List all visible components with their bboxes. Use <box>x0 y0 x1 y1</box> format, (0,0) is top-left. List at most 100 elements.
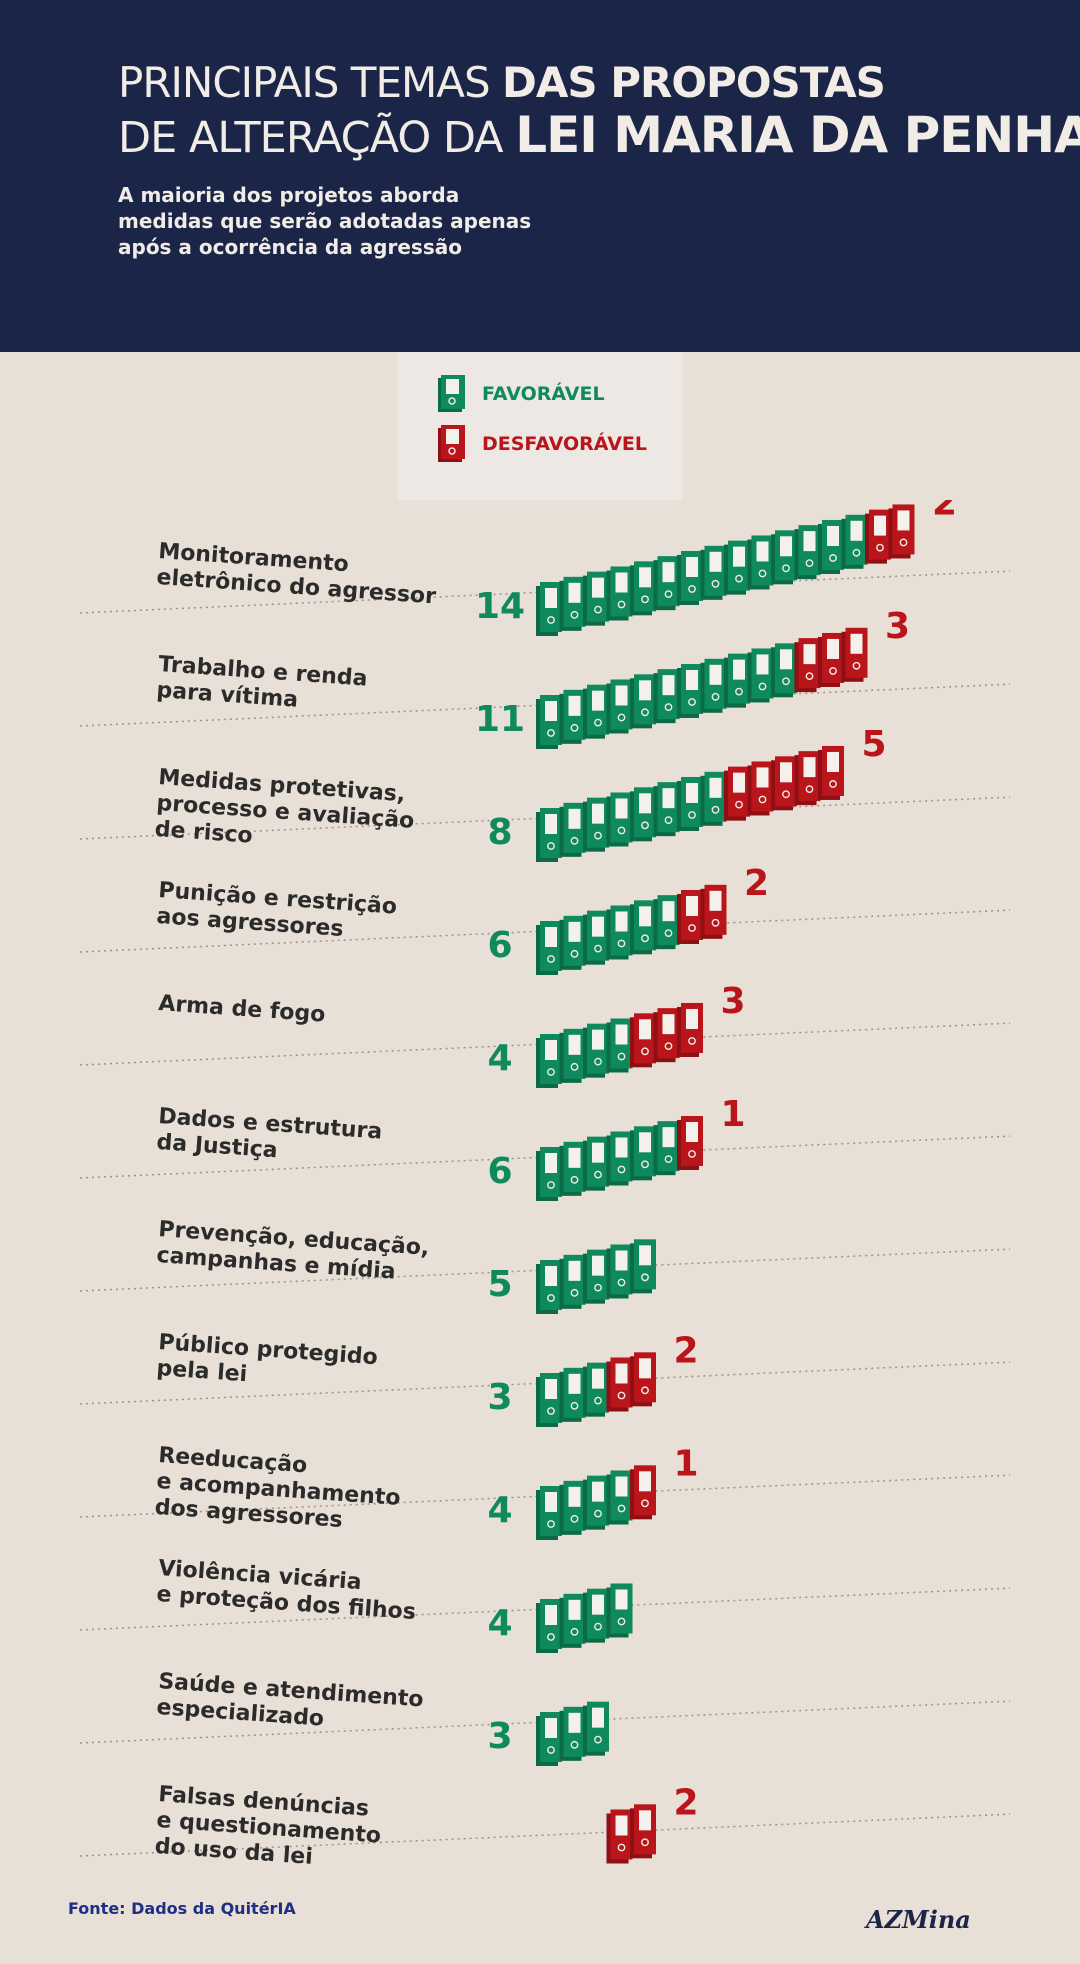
title-line2-bold: LEI MARIA DA PENHA <box>515 106 1080 164</box>
unfavorable-folder <box>630 1465 656 1520</box>
favorable-folder <box>536 582 562 636</box>
azmina-logo: AZMina <box>866 1905 971 1934</box>
unfavorable-count: 2 <box>744 863 769 904</box>
favorable-count: 11 <box>475 699 525 740</box>
favorable-folder <box>559 1254 586 1309</box>
favorable-count: 5 <box>487 1264 512 1305</box>
unfavorable-folder <box>606 1809 633 1864</box>
unfavorable-folder <box>677 1002 703 1057</box>
unfavorable-count: 1 <box>673 1443 698 1484</box>
favorable-folder <box>536 1712 562 1766</box>
favorable-folder <box>606 1244 633 1299</box>
favorable-folder <box>583 910 609 965</box>
category-label-line: Arma de fogo <box>158 991 327 1028</box>
unfavorable-folder <box>841 627 868 682</box>
unfavorable-folder <box>630 1804 656 1859</box>
favorable-folder <box>559 1028 586 1083</box>
favorable-folder <box>606 792 633 847</box>
favorable-count: 3 <box>487 1377 512 1418</box>
unfavorable-count: 2 <box>673 1330 698 1371</box>
row-separator <box>79 1587 1011 1631</box>
header-banner: PRINCIPAIS TEMAS DAS PROPOSTAS DE ALTERA… <box>0 0 1080 352</box>
row-separator <box>79 1135 1011 1179</box>
favorable-folder <box>630 561 656 616</box>
unfavorable-folder <box>865 509 891 564</box>
favorable-folder <box>653 895 680 950</box>
favorable-count: 4 <box>487 1490 512 1531</box>
favorable-folder <box>536 1599 562 1653</box>
favorable-folder <box>559 802 586 857</box>
favorable-folder <box>747 648 774 703</box>
favorable-folder <box>583 1136 609 1191</box>
favorable-folder <box>630 1239 656 1294</box>
row-separator <box>79 1700 1011 1744</box>
favorable-folder <box>630 900 656 955</box>
favorable-folder <box>583 1362 609 1417</box>
unfavorable-folder <box>818 745 844 800</box>
favorable-folder <box>677 663 703 718</box>
favorable-folder <box>630 674 656 729</box>
favorable-count: 4 <box>487 1038 512 1079</box>
unfavorable-count: 2 <box>932 500 957 523</box>
favorable-folder <box>536 1373 562 1427</box>
subtitle: A maioria dos projetos aborda medidas qu… <box>118 183 532 259</box>
unfavorable-folder <box>677 889 703 944</box>
legend-item-unfavorable: DESFAVORÁVEL <box>436 424 647 464</box>
green-folder-icon <box>438 375 465 412</box>
favorable-folder <box>724 653 750 708</box>
favorable-folder <box>536 1486 562 1540</box>
favorable-folder <box>536 1147 562 1201</box>
unfavorable-folder <box>771 756 797 811</box>
category-row: Prevenção, educação,campanhas e mídia 5 <box>79 1217 1011 1314</box>
title-line2-light: DE ALTERAÇÃO DA <box>118 113 516 163</box>
favorable-folder <box>653 669 680 724</box>
favorable-folder <box>606 1131 633 1186</box>
favorable-folder <box>559 1706 586 1761</box>
favorable-folder <box>536 808 562 862</box>
category-label-line: pela lei <box>156 1356 248 1387</box>
row-separator <box>79 1361 1011 1405</box>
favorable-folder <box>559 915 586 970</box>
favorable-folder <box>559 1141 586 1196</box>
favorable-folder <box>559 1480 586 1535</box>
favorable-count: 6 <box>487 1151 512 1192</box>
row-separator <box>79 1248 1011 1292</box>
row-separator <box>79 570 1011 614</box>
unfavorable-count: 1 <box>720 1094 745 1135</box>
unfavorable-folder <box>630 1013 656 1068</box>
favorable-folder <box>747 535 774 590</box>
favorable-folder <box>677 550 703 605</box>
favorable-folder <box>606 679 633 734</box>
row-separator <box>79 796 1011 840</box>
favorable-folder <box>771 643 797 698</box>
favorable-folder <box>677 776 703 831</box>
favorable-folder <box>606 566 633 621</box>
favorable-folder <box>630 1126 656 1181</box>
favorable-folder <box>536 695 562 749</box>
unfavorable-folder <box>794 751 821 806</box>
favorable-count: 6 <box>487 925 512 966</box>
legend: FAVORÁVEL DESFAVORÁVEL <box>398 352 683 500</box>
favorable-folder <box>559 689 586 744</box>
unfavorable-folder <box>606 1357 633 1412</box>
favorable-folder <box>818 519 844 574</box>
unfavorable-count: 2 <box>673 1782 698 1823</box>
favorable-folder <box>606 1470 633 1525</box>
category-label: Arma de fogo <box>158 991 327 1028</box>
category-row: Arma de fogo 4 3 <box>79 981 1011 1088</box>
favorable-folder <box>794 525 821 580</box>
favorable-folder <box>536 921 562 975</box>
title-line1-bold: DAS PROPOSTAS <box>501 58 886 107</box>
favorable-folder <box>700 658 727 713</box>
